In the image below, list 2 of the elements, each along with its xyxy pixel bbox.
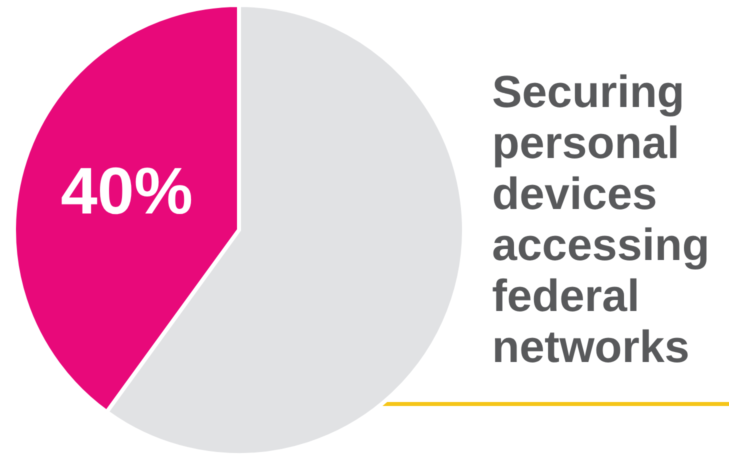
data-label: 40%: [60, 154, 193, 228]
text: Securing personal devices accessing federal networks: [492, 66, 711, 372]
